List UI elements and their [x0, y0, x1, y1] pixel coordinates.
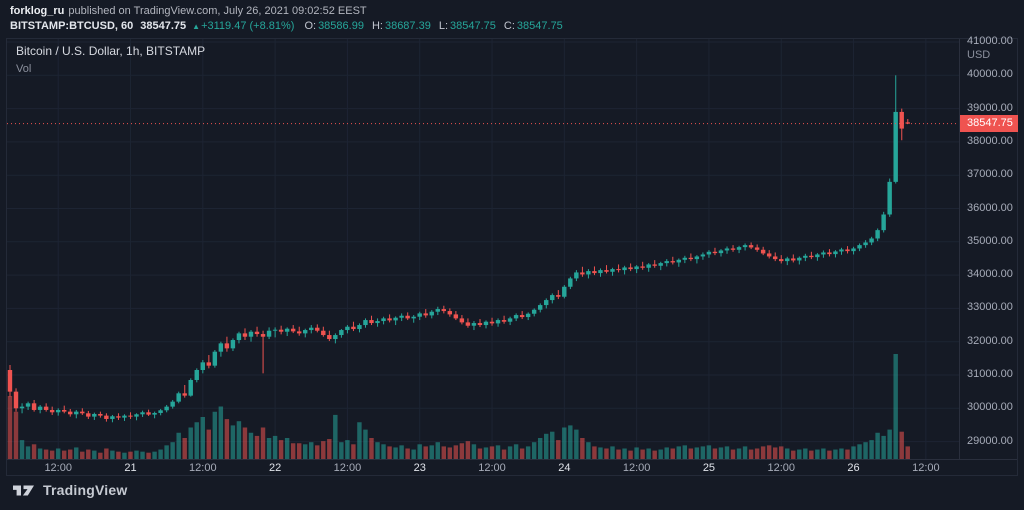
price-tick-label: 31000.00: [967, 368, 1013, 380]
price-tick-label: 34000.00: [967, 268, 1013, 281]
price-tick-label: 36000.00: [967, 201, 1013, 214]
tradingview-brand[interactable]: TradingView: [43, 482, 128, 498]
price-tick-label: 30000.00: [967, 401, 1013, 414]
price-change: ▲+3119.47 (+8.81%): [192, 20, 294, 32]
currency-label: USD: [967, 49, 991, 61]
time-axis[interactable]: 12:00 21 12:00 22 12:00 23 12:00 24 12:00 25 12:00…: [7, 459, 1017, 476]
ohlc-high: H: 38687.39: [371, 20, 431, 32]
ohlc-low: L: 38547.75: [438, 20, 496, 32]
time-tick-label: 12:00: [622, 462, 651, 474]
price-tick-label: 39000.00: [967, 101, 1013, 114]
ohlc-open: O: 38586.99: [304, 20, 364, 32]
price-tick-label: 38000.00: [967, 134, 1013, 147]
legend-symbol-title: Bitcoin / U.S. Dollar, 1h, BITSTAMP: [16, 44, 206, 58]
last-price-axis-label: 38547.75: [960, 114, 1018, 132]
chart-legend: Bitcoin / U.S. Dollar, 1h, BITSTAMP Vol: [16, 44, 205, 75]
last-price-value: 38547.75: [140, 20, 187, 32]
symbol-interval: BITSTAMP:BTCUSD, 60: [10, 20, 134, 32]
time-tick-label: 12:00: [478, 462, 506, 474]
ohlc-close: C: 38547.75: [503, 20, 563, 32]
chart-widget: Bitcoin / U.S. Dollar, 1h, BITSTAMP Vol …: [6, 35, 1018, 476]
symbol-status-line: BITSTAMP:BTCUSD, 60 38547.75 ▲+3119.47 (…: [10, 20, 571, 32]
time-tick-label: 12:00: [189, 462, 217, 474]
price-tick-label: 29000.00: [967, 434, 1013, 447]
time-tick-label: 23: [413, 462, 426, 474]
time-tick-label: 26: [847, 462, 860, 474]
grid-layer: [7, 39, 959, 459]
time-tick-label: 12:00: [333, 462, 362, 474]
publish-info: published on TradingView.com, July 26, 2…: [68, 5, 367, 17]
price-tick-label: 35000.00: [967, 234, 1013, 247]
time-tick-label: 12:00: [912, 462, 940, 474]
price-tick-label: 37000.00: [967, 168, 1013, 181]
tradingview-logo-icon[interactable]: [12, 483, 36, 498]
price-tick-label: 40000.00: [967, 68, 1013, 81]
byline: forklog_ru published on TradingView.com, …: [10, 5, 571, 17]
chart-pane[interactable]: [7, 39, 959, 459]
time-tick-label: 12:00: [44, 462, 72, 474]
time-tick-label: 25: [702, 462, 716, 474]
volume-layer: [7, 354, 910, 459]
legend-volume-indicator: Vol: [16, 63, 32, 75]
price-tick-label: 41000.00: [967, 35, 1013, 47]
up-arrow-icon: ▲: [192, 22, 201, 31]
time-tick-label: 22: [269, 462, 282, 474]
snapshot-header: forklog_ru published on TradingView.com, …: [10, 5, 571, 32]
footer: TradingView: [12, 482, 127, 498]
author-username[interactable]: forklog_ru: [10, 5, 65, 17]
price-axis[interactable]: 41000.00 40000.00 39000.00 38000.00 37000.00…: [959, 35, 1018, 459]
time-tick-label: 12:00: [767, 462, 796, 474]
time-tick-label: 24: [558, 462, 571, 474]
change-text: +3119.47 (+8.81%): [201, 20, 295, 32]
price-tick-label: 33000.00: [967, 301, 1013, 314]
candles-layer: [7, 75, 910, 423]
time-tick-label: 21: [124, 462, 137, 474]
price-tick-label: 32000.00: [967, 334, 1013, 347]
